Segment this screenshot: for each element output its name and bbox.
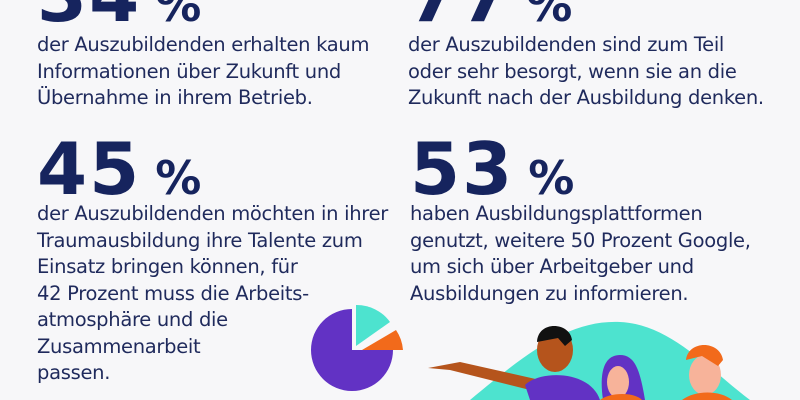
stat-4-text: haben Ausbildungsplattformen genutzt, we… <box>410 202 751 305</box>
pointing-arm <box>428 362 540 390</box>
woman-face <box>607 366 629 398</box>
stat-4-value: 53% <box>410 127 577 211</box>
man-shirt <box>525 375 600 400</box>
pie-chart-illustration <box>311 304 403 391</box>
man2-hair <box>686 345 723 366</box>
stat-2-value: 77% <box>408 0 575 32</box>
man-hair <box>537 326 572 346</box>
pie-slice-orange <box>362 330 403 350</box>
stat-3-text: der Auszubildenden möchten in ihrer Trau… <box>37 202 388 384</box>
man2-shirt <box>682 392 732 400</box>
stat-2-text: der Auszubildenden sind zum Teil oder se… <box>408 33 764 109</box>
stat-3-value: 45% <box>37 127 204 211</box>
stat-1-value: 34% <box>37 0 204 32</box>
stat-1-text: der Auszubildenden erhalten kaum Informa… <box>37 33 370 109</box>
woman-shirt <box>600 394 642 400</box>
pie-slice-teal <box>356 304 390 346</box>
pie-slice-purple <box>311 309 393 391</box>
people-illustration <box>428 321 750 400</box>
man2-face <box>689 355 721 395</box>
